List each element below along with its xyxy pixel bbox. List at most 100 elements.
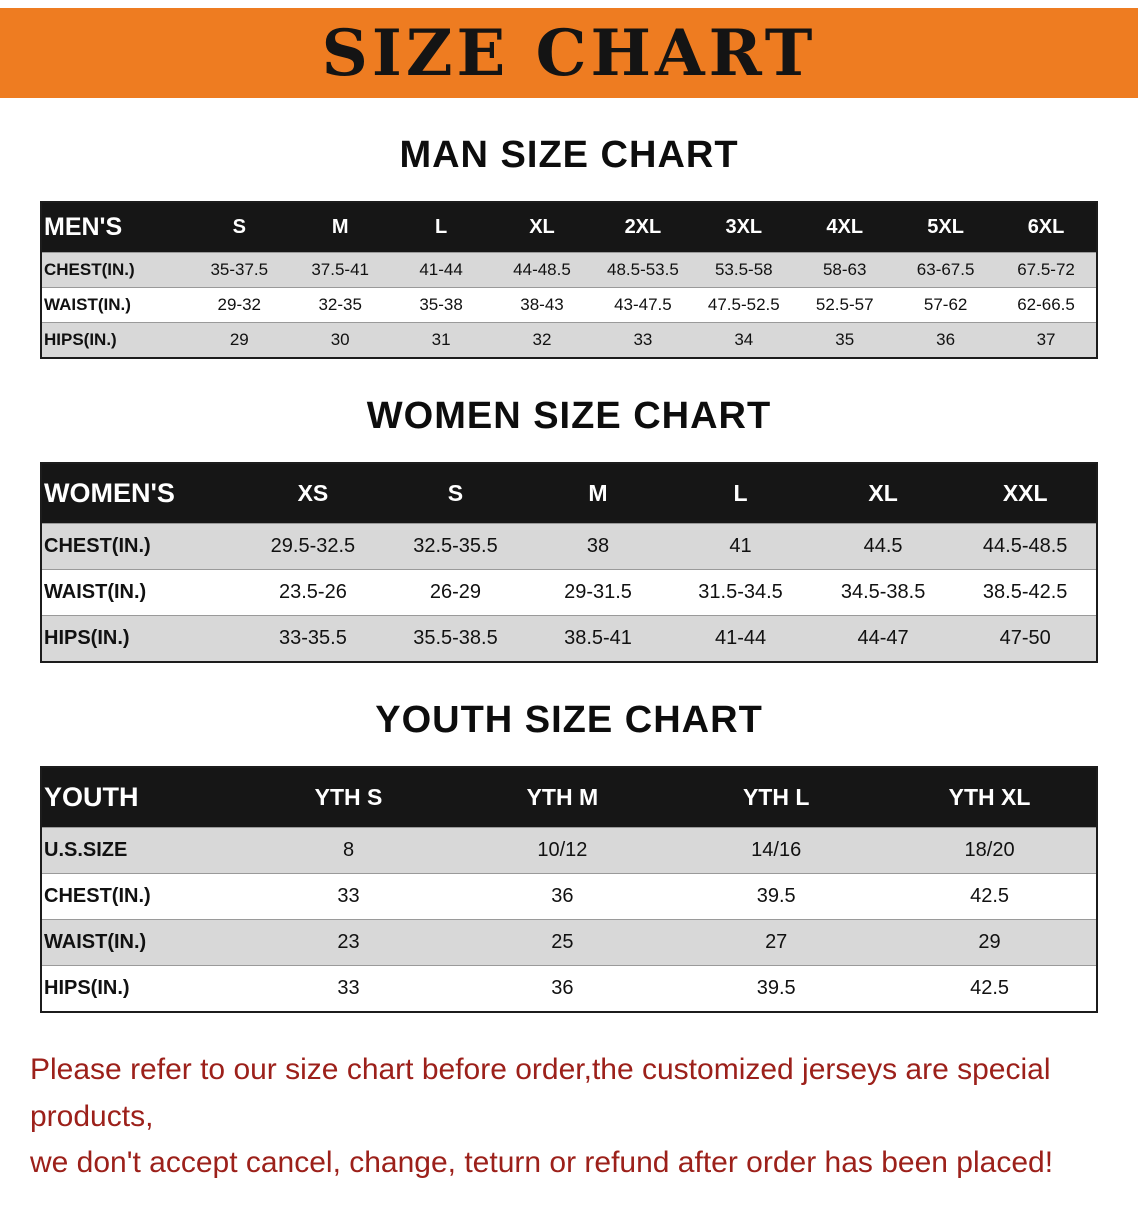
mens-chest-in-m: 37.5-41	[289, 252, 391, 288]
youth-row-chest-in: CHEST(IN.) 33 36 39.5 42.5	[41, 873, 1097, 920]
womens-size-col-xxl: XXL	[954, 463, 1097, 524]
youth-row-label-waist-in: WAIST(IN.)	[41, 919, 242, 966]
youth-row-label-hips-in: HIPS(IN.)	[44, 977, 130, 999]
youth-u-s-size-yth-l: 14/16	[669, 827, 884, 874]
womens-heading: WOMEN SIZE CHART	[366, 395, 772, 437]
womens-row-hips-in: HIPS(IN.) 33-35.5 35.5-38.5 38.5-41 41-44 44-…	[41, 615, 1097, 662]
womens-row-label-waist-in: WAIST(IN.)	[44, 581, 147, 603]
womens-size-col-xs: XS	[241, 463, 385, 524]
youth-row-hips-in: HIPS(IN.) 33 36 39.5 42.5	[41, 965, 1097, 1013]
mens-row-label-chest-in: CHEST(IN.)	[41, 252, 189, 288]
youth-chest-in-yth-s: 33	[337, 885, 360, 907]
youth-size-col-yth-xl: YTH XL	[883, 767, 1097, 828]
mens-waist-in-6xl: 62-66.5	[1017, 295, 1075, 314]
mens-size-col-6xl: 6XL	[996, 202, 1097, 253]
mens-waist-in-4xl: 52.5-57	[815, 295, 874, 314]
mens-header-row: MEN'S S M L XL 2XL 3XL 4XL 5XL 6XL	[41, 202, 1097, 253]
mens-size-col-2xl: 2XL	[592, 202, 694, 253]
youth-hips-in-yth-s: 33	[337, 977, 360, 999]
sections: MAN SIZE CHART MEN'S S M L XL 2XL 3XL 4XL 5XL 6XL C…	[0, 134, 1138, 1013]
banner: SIZE CHART	[0, 8, 1138, 98]
mens-waist-in-3xl: 47.5-52.5	[707, 295, 780, 314]
youth-row-waist-in: WAIST(IN.) 23 25 27 29	[41, 919, 1097, 966]
womens-row-label-chest-in: CHEST(IN.)	[41, 523, 242, 570]
mens-hips-in-3xl: 34	[693, 322, 795, 358]
youth-u-s-size-yth-s: 8	[241, 827, 456, 874]
mens-size-col-s: S	[188, 202, 290, 253]
youth-hips-in-yth-m: 36	[551, 977, 574, 999]
womens-hips-in-xs: 33-35.5	[241, 615, 385, 662]
youth-u-s-size-yth-xl: 18/20	[883, 827, 1097, 874]
mens-hips-in-6xl: 37	[996, 322, 1097, 358]
youth-size-col-yth-m: YTH M	[455, 767, 670, 828]
womens-row-waist-in: WAIST(IN.) 23.5-26 26-29 29-31.5 31.5-34.5 34…	[41, 569, 1097, 616]
mens-size-col-5xl: 5XL	[895, 202, 997, 253]
youth-waist-in-yth-l: 27	[669, 919, 884, 966]
mens-chest-in-6xl: 67.5-72	[996, 252, 1097, 288]
size-chart-page: SIZE CHART MAN SIZE CHART MEN'S S M L XL 2XL 3X…	[0, 8, 1138, 1187]
mens-row-label-waist-in: WAIST(IN.)	[44, 295, 131, 314]
mens-heading: MAN SIZE CHART	[399, 134, 739, 176]
mens-row-waist-in: WAIST(IN.) 29-32 32-35 35-38 38-43 43-47.5 47.…	[41, 287, 1097, 323]
mens-size-col-4xl: 4XL	[794, 202, 896, 253]
womens-hips-in-l: 41-44	[669, 615, 812, 662]
mens-row-hips-in: HIPS(IN.) 29 30 31 32 33 34 35 36 37	[41, 322, 1097, 358]
womens-size-col-l: L	[669, 463, 812, 524]
womens-row-label-hips-in: HIPS(IN.)	[41, 615, 242, 662]
mens-hips-in-xl: 32	[491, 322, 593, 358]
mens-row-chest-in: CHEST(IN.) 35-37.5 37.5-41 41-44 44-48.5 48.5…	[41, 252, 1097, 288]
youth-waist-in-yth-m: 25	[455, 919, 670, 966]
mens-waist-in-2xl: 43-47.5	[614, 295, 672, 314]
womens-table-title: WOMEN'S	[41, 463, 242, 524]
mens-waist-in-m: 32-35	[318, 295, 362, 314]
youth-header-row: YOUTH YTH S YTH M YTH L YTH XL	[41, 767, 1097, 828]
mens-chest-in-s: 35-37.5	[188, 252, 290, 288]
footer-notice: Please refer to our size chart before or…	[30, 1047, 1138, 1187]
youth-hips-in-yth-xl: 42.5	[970, 977, 1010, 999]
womens-waist-in-xxl: 38.5-42.5	[982, 581, 1068, 603]
womens-waist-in-xs: 23.5-26	[278, 581, 347, 603]
youth-heading: YOUTH SIZE CHART	[375, 699, 763, 741]
womens-chest-in-s: 32.5-35.5	[384, 523, 527, 570]
youth-table: YOUTH YTH S YTH M YTH L YTH XL U.S.SIZE 8 10/12…	[40, 766, 1098, 1013]
mens-size-col-m: M	[289, 202, 391, 253]
youth-size-col-yth-s: YTH S	[241, 767, 456, 828]
womens-chest-in-xxl: 44.5-48.5	[954, 523, 1097, 570]
mens-size-col-3xl: 3XL	[693, 202, 795, 253]
womens-table: WOMEN'S XS S M L XL XXL CHEST(IN.) 29.5-32.5 32.5…	[40, 462, 1098, 663]
banner-title: SIZE CHART	[321, 15, 817, 91]
mens-chest-in-4xl: 58-63	[794, 252, 896, 288]
youth-chest-in-yth-l: 39.5	[756, 885, 796, 907]
mens-hips-in-l: 31	[390, 322, 492, 358]
youth-row-label-u-s-size: U.S.SIZE	[41, 827, 242, 874]
womens-chest-in-xl: 44.5	[811, 523, 955, 570]
womens-size-col-m: M	[526, 463, 670, 524]
womens-waist-in-xl: 34.5-38.5	[840, 581, 926, 603]
youth-table-title: YOUTH	[41, 767, 242, 828]
mens-size-col-l: L	[390, 202, 492, 253]
mens-size-col-xl: XL	[491, 202, 593, 253]
womens-row-chest-in: CHEST(IN.) 29.5-32.5 32.5-35.5 38 41 44.5 44.5…	[41, 523, 1097, 570]
youth-waist-in-yth-xl: 29	[883, 919, 1097, 966]
mens-hips-in-5xl: 36	[895, 322, 997, 358]
youth-hips-in-yth-l: 39.5	[756, 977, 796, 999]
mens-chest-in-xl: 44-48.5	[491, 252, 593, 288]
mens-waist-in-5xl: 57-62	[923, 295, 968, 314]
mens-waist-in-l: 35-38	[419, 295, 463, 314]
womens-hips-in-m: 38.5-41	[526, 615, 670, 662]
womens-waist-in-s: 26-29	[429, 581, 482, 603]
mens-chest-in-l: 41-44	[390, 252, 492, 288]
womens-chest-in-xs: 29.5-32.5	[241, 523, 385, 570]
womens-hips-in-xl: 44-47	[811, 615, 955, 662]
womens-size-col-s: S	[384, 463, 527, 524]
youth-chest-in-yth-xl: 42.5	[970, 885, 1010, 907]
notice-line-1: Please refer to our size chart before or…	[30, 1053, 1051, 1133]
womens-waist-in-l: 31.5-34.5	[698, 581, 783, 603]
womens-hips-in-xxl: 47-50	[954, 615, 1097, 662]
mens-chest-in-5xl: 63-67.5	[895, 252, 997, 288]
mens-hips-in-m: 30	[289, 322, 391, 358]
mens-table: MEN'S S M L XL 2XL 3XL 4XL 5XL 6XL CHEST(IN.) 35-37…	[40, 201, 1098, 359]
mens-waist-in-s: 29-32	[217, 295, 262, 314]
mens-hips-in-4xl: 35	[794, 322, 896, 358]
youth-size-col-yth-l: YTH L	[669, 767, 884, 828]
